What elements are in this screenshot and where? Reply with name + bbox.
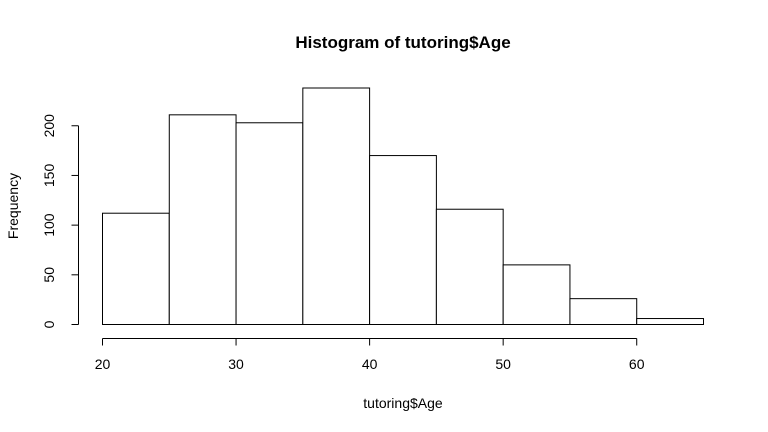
x-tick-label-30: 30 (228, 356, 244, 372)
y-tick-label-50: 50 (41, 267, 57, 283)
histogram-bar-9 (636, 318, 705, 325)
histogram-bar-1 (102, 212, 170, 326)
x-tick-label-20: 20 (95, 356, 111, 372)
y-tick-label-150: 150 (41, 164, 57, 188)
x-axis: 20 30 40 50 60 (95, 338, 645, 372)
bars-group (102, 87, 705, 326)
histogram-bar-8 (569, 298, 638, 326)
x-tick-label-50: 50 (495, 356, 511, 372)
y-tick-label-100: 100 (41, 213, 57, 237)
histogram-bar-2 (168, 114, 237, 325)
y-tick-label-0: 0 (41, 320, 57, 328)
y-axis-label: Frequency (5, 173, 21, 239)
y-tick-label-200: 200 (41, 114, 57, 138)
x-tick-label-40: 40 (362, 356, 378, 372)
histogram-bar-5 (369, 155, 437, 325)
histogram-bar-7 (502, 264, 571, 325)
x-axis-label: tutoring$Age (363, 395, 443, 411)
histogram-bar-3 (235, 122, 304, 325)
histogram-bar-6 (435, 208, 504, 325)
x-tick-label-60: 60 (629, 356, 645, 372)
y-axis: 0 50 100 150 200 (41, 114, 79, 328)
histogram-bar-4 (302, 87, 371, 325)
chart-title: Histogram of tutoring$Age (295, 33, 510, 52)
